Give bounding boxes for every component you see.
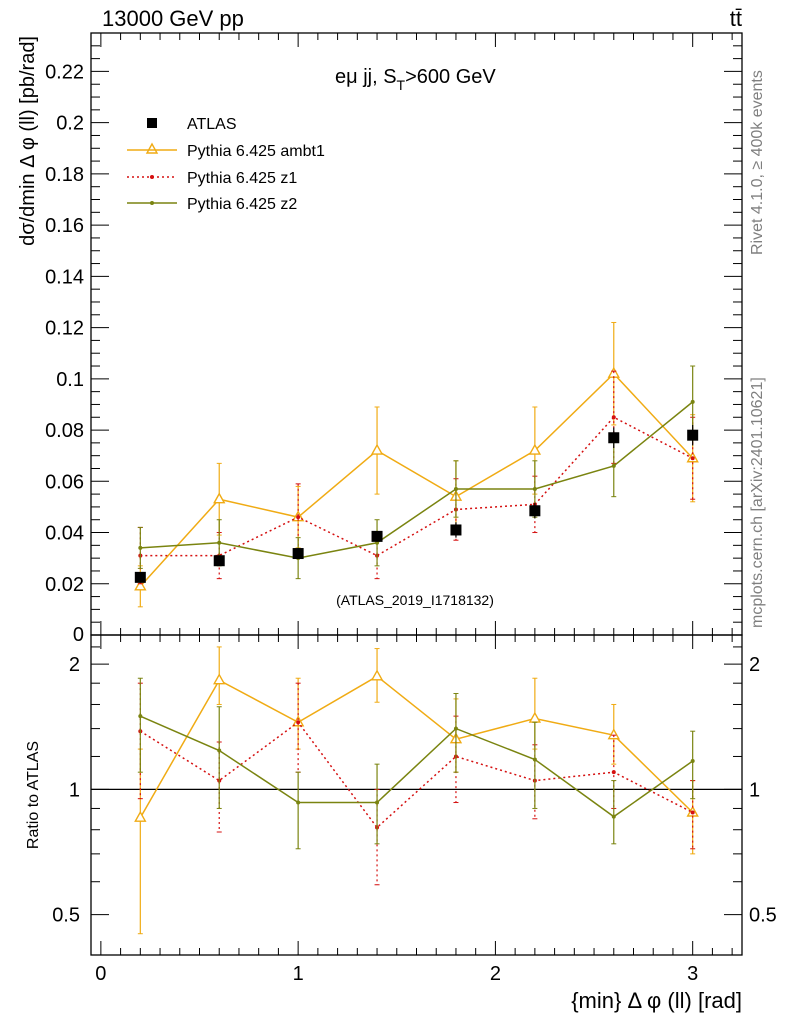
main-y-tick-label: 0.12 [45, 318, 84, 340]
main-y-tick-label: 0.18 [45, 164, 84, 186]
main-pythia-6-425-z1-line [140, 416, 694, 557]
ratio-y-axis-label: Ratio to ATLAS [25, 741, 42, 849]
ratio-pythia-6-425-z1-line [139, 721, 694, 829]
main-pythia-6-425-ambt1-line [139, 372, 694, 587]
atlas-data-point [687, 429, 699, 441]
atlas-data-point [371, 530, 383, 542]
main-y-tick-label: 0.04 [45, 523, 84, 545]
ratio-pythia-6-425-z1-point [611, 770, 616, 775]
atlas-data-point [292, 548, 304, 560]
main-pythia-6-425-z2-line [140, 401, 694, 559]
ratio-pythia-6-425-z2-point [532, 757, 537, 762]
legend-marker-atlas [147, 118, 157, 128]
main-pythia-6-425-ambt1-point [370, 443, 384, 455]
ratio-pythia-6-425-ambt1-point [528, 711, 542, 723]
ratio-y-tick-label: 1 [69, 779, 80, 801]
legend-marker-z2 [150, 201, 154, 205]
main-y-tick-label: 0.02 [45, 574, 84, 596]
x-tick-label: 0 [95, 963, 106, 985]
ratio-y-tick-label-right: 0.5 [749, 905, 777, 927]
legend-label-z1: Pythia 6.425 z1 [187, 170, 297, 187]
main-y-tick-label: 0.22 [45, 61, 84, 83]
main-pythia-6-425-z1-point [690, 456, 695, 461]
main-pythia-6-425-ambt1-point [213, 492, 226, 504]
main-pythia-6-425-z2-point [611, 463, 616, 468]
main-pythia-6-425-z2-point [453, 486, 458, 491]
main-pythia-6-425-z2-point [217, 540, 222, 545]
chart-title: eμ jj, ST>600 GeV [335, 66, 496, 93]
ratio-pythia-6-425-z2-point [296, 800, 301, 805]
ratio-pythia-6-425-ambt1-line [139, 675, 694, 819]
atlas-data-point [608, 432, 620, 444]
legend-marker-z1 [150, 175, 154, 179]
energy-label: 13000 GeV pp [102, 6, 244, 31]
ratio-y-tick-label-right: 2 [749, 654, 760, 676]
main-y-tick-label: 0.1 [56, 369, 84, 391]
main-pythia-6-425-z2-point [138, 545, 143, 550]
main-y-tick-label: 0.06 [45, 471, 84, 493]
process-label: tt̄ [730, 6, 742, 31]
x-tick-label: 1 [293, 963, 304, 985]
atlas-data-point [529, 505, 541, 517]
main-y-tick-label: 0.2 [56, 113, 84, 135]
ratio-y-tick-label: 2 [69, 654, 80, 676]
main-y-axis-label: dσ/dmin Δ φ (ll) [pb/rad] [17, 36, 39, 246]
chart-marks: 0 1 2 3 0.02 0.04 0.06 0.08 0.1 0.12 0.14 0.16 0.18 0… [45, 33, 777, 985]
atlas-data-point [213, 555, 225, 567]
legend: ATLAS Pythia 6.425 ambt1 Pythia 6.425 z1… [127, 116, 325, 213]
ratio-pythia-6-425-ambt1-point [134, 810, 147, 822]
main-pythia-6-425-z2-point [690, 399, 695, 404]
main-pythia-6-425-z2-point [532, 486, 537, 491]
atlas-data-point [134, 571, 146, 583]
ratio-pythia-6-425-z2-line [140, 715, 694, 818]
mcplots-label: mcplots.cern.ch [arXiv:2401.10621] [749, 377, 766, 628]
main-pythia-6-425-z1-point [296, 515, 301, 520]
ratio-pythia-6-425-z2-point [375, 800, 380, 805]
ratio-pythia-6-425-z1-point [690, 810, 695, 815]
main-y-tick-label: 0.08 [45, 420, 84, 442]
ratio-pythia-6-425-z1-point [296, 720, 301, 725]
x-tick-label: 3 [687, 963, 698, 985]
main-y-zero-label: 0 [73, 624, 84, 646]
analysis-watermark: (ATLAS_2019_I1718132) [336, 592, 494, 608]
ratio-y-tick-label: 0.5 [52, 905, 80, 927]
ratio-pythia-6-425-z2-point [690, 759, 695, 764]
legend-marker-ambt1 [145, 142, 159, 154]
x-axis-label: {min} Δ φ (ll) [rad] [571, 988, 742, 1013]
legend-label-ambt1: Pythia 6.425 ambt1 [187, 143, 325, 160]
ratio-pythia-6-425-z2-point [138, 714, 143, 719]
legend-label-z2: Pythia 6.425 z2 [187, 196, 297, 213]
ratio-pythia-6-425-z2-point [453, 726, 458, 731]
main-y-tick-label: 0.16 [45, 215, 84, 237]
ratio-pythia-6-425-ambt1-point [370, 669, 384, 681]
ratio-pythia-6-425-z2-point [611, 814, 616, 819]
atlas-data-point [450, 524, 462, 536]
main-pythia-6-425-ambt1-point [134, 579, 147, 591]
rivet-label: Rivet 4.1.0, ≥ 400k events [749, 70, 766, 255]
main-pythia-6-425-ambt1-point [528, 443, 542, 455]
main-y-tick-label: 0.14 [45, 266, 84, 288]
ratio-y-tick-label-right: 1 [749, 779, 760, 801]
main-pythia-6-425-z1-point [611, 415, 616, 420]
x-tick-label: 2 [490, 963, 501, 985]
legend-label-atlas: ATLAS [187, 116, 237, 133]
ratio-pythia-6-425-z2-point [217, 748, 222, 753]
ratio-pythia-6-425-ambt1-point [213, 673, 226, 685]
ratio-pythia-6-425-ambt1-point [607, 728, 620, 740]
